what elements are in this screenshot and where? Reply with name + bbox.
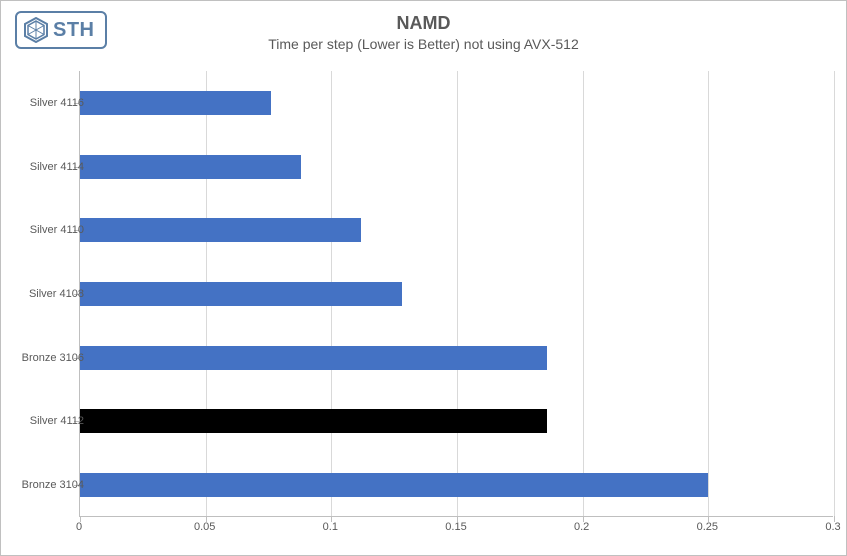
x-axis-label: 0 — [76, 521, 82, 533]
x-axis-label: 0.1 — [323, 521, 338, 533]
y-axis-label: Silver 4108 — [29, 288, 84, 300]
logo: STH — [15, 11, 107, 49]
x-axis-label: 0.25 — [697, 521, 718, 533]
y-axis-label: Silver 4116 — [30, 97, 84, 109]
chart-title-block: NAMD Time per step (Lower is Better) not… — [1, 1, 846, 52]
logo-hex-icon — [23, 17, 49, 43]
x-axis-label: 0.3 — [825, 521, 840, 533]
y-axis-label: Bronze 3106 — [22, 352, 84, 364]
bar-silver-4114 — [80, 155, 301, 179]
chart-subtitle: Time per step (Lower is Better) not usin… — [1, 36, 846, 52]
bar-silver-4110 — [80, 218, 361, 242]
bar-silver-4112 — [80, 409, 547, 433]
logo-text: STH — [53, 19, 95, 42]
y-axis-label: Silver 4110 — [30, 224, 84, 236]
bar-silver-4116 — [80, 91, 271, 115]
bar-bronze-3106 — [80, 346, 547, 370]
bar-bronze-3104 — [80, 473, 708, 497]
bar-silver-4108 — [80, 282, 402, 306]
gridline — [583, 71, 584, 516]
y-axis-label: Silver 4114 — [30, 161, 84, 173]
plot-area — [79, 71, 833, 517]
y-axis-label: Bronze 3104 — [22, 479, 84, 491]
gridline — [708, 71, 709, 516]
x-axis-label: 0.15 — [445, 521, 466, 533]
x-axis-label: 0.2 — [574, 521, 589, 533]
gridline — [834, 71, 835, 516]
x-axis-label: 0.05 — [194, 521, 215, 533]
y-axis-label: Silver 4112 — [30, 415, 84, 427]
chart-area: 00.050.10.150.20.250.3 — [79, 71, 833, 537]
gridline — [457, 71, 458, 516]
chart-title: NAMD — [1, 13, 846, 34]
